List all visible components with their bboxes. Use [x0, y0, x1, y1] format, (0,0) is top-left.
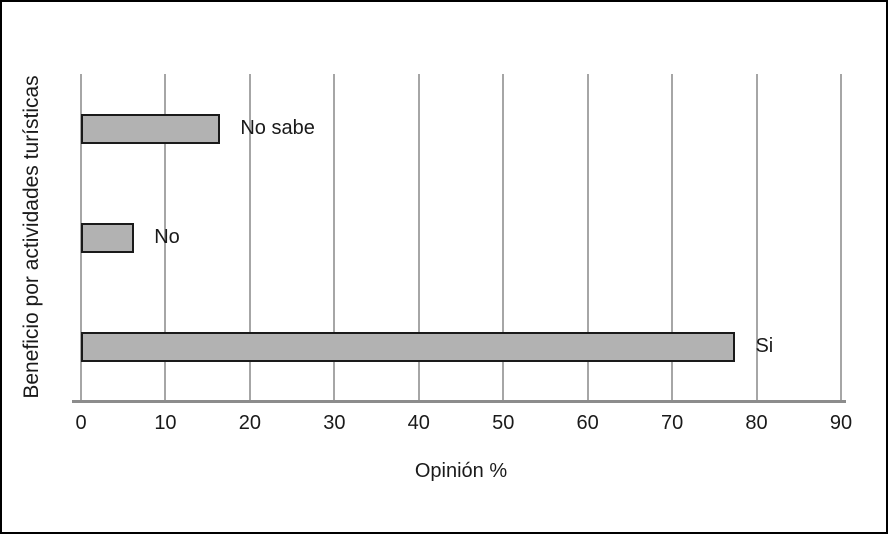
x-tick-label-0: 0 — [75, 412, 87, 434]
gridline-10 — [164, 74, 167, 401]
x-axis-line — [72, 400, 846, 403]
gridline-90 — [840, 74, 842, 401]
x-tick-label-40: 40 — [407, 412, 430, 434]
bars: No sabe No Si — [81, 74, 841, 401]
bar-no-sabe — [81, 113, 221, 144]
bar-row: Si — [81, 292, 841, 401]
x-tick-label-20: 20 — [238, 412, 261, 434]
gridline-40 — [417, 74, 420, 401]
gridline-80 — [755, 74, 758, 401]
bar-label-si: Si — [755, 335, 774, 357]
x-tick-label-80: 80 — [745, 412, 768, 434]
x-tick-label-10: 10 — [154, 412, 177, 434]
x-tick-label-70: 70 — [660, 412, 684, 434]
bar-si — [81, 331, 736, 362]
bar-label-no: No — [154, 226, 180, 248]
x-tick-label-50: 50 — [492, 412, 515, 434]
x-tick-label-60: 60 — [576, 412, 599, 434]
gridline-20 — [248, 74, 251, 401]
x-tick-labels: 0 10 20 30 40 50 60 70 80 90 — [75, 412, 852, 436]
bar-no — [81, 222, 135, 253]
gridline-50 — [502, 74, 505, 401]
gridline-60 — [586, 74, 589, 401]
gridline-30 — [333, 74, 336, 401]
y-axis-title: Beneficio por actividades turísticas — [20, 75, 43, 399]
gridline-70 — [671, 74, 674, 401]
bar-label-no-sabe: No sabe — [240, 117, 315, 139]
plot-area: No sabe No Si — [80, 74, 842, 401]
x-tick-label-30: 30 — [323, 412, 346, 434]
x-axis-title: Opinión % — [414, 460, 508, 482]
bar-row: No sabe — [81, 74, 841, 183]
bar-row: No — [81, 183, 841, 292]
x-tick-label-90: 90 — [829, 412, 853, 434]
